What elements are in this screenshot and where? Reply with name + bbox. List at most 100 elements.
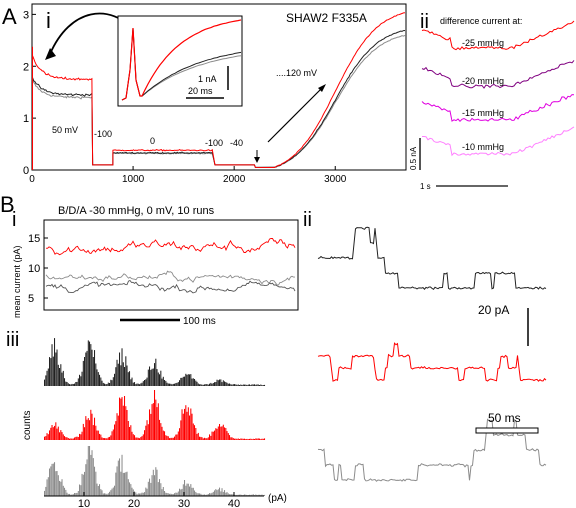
hist-bar-grey bbox=[96, 483, 98, 496]
hist-bar-black bbox=[122, 362, 124, 386]
hist-bar-grey bbox=[92, 458, 94, 496]
hist-bar-black bbox=[112, 377, 114, 386]
hist-bar-grey bbox=[216, 490, 218, 496]
hist-bar-grey bbox=[125, 472, 127, 496]
ytick-label-B-i: 10 bbox=[28, 263, 40, 275]
hist-bar-black bbox=[250, 385, 252, 386]
hist-bar-black bbox=[254, 384, 256, 386]
hist-bar-grey bbox=[245, 494, 247, 496]
hist-bar-red bbox=[75, 436, 77, 440]
hist-bar-black bbox=[201, 384, 203, 386]
trace-B-i-dark_grey bbox=[45, 279, 296, 294]
hist-bar-red bbox=[202, 438, 204, 440]
hist-bar-grey bbox=[131, 487, 133, 496]
hist-bar-red bbox=[259, 438, 261, 440]
hist-bar-red bbox=[94, 417, 96, 440]
hist-bar-red bbox=[170, 437, 172, 440]
hist-bar-red bbox=[240, 438, 242, 440]
hist-bar-grey bbox=[87, 446, 89, 496]
hist-bar-grey bbox=[57, 475, 59, 496]
hist-bar-black bbox=[91, 349, 93, 386]
hist-bar-black bbox=[230, 384, 232, 386]
inset-scale-y-label: 1 nA bbox=[198, 74, 217, 84]
hist-bar-red bbox=[91, 413, 93, 440]
hist-bar-grey bbox=[194, 490, 196, 496]
hist-bar-black bbox=[190, 374, 192, 386]
hist-bar-black bbox=[239, 385, 241, 386]
hist-bar-grey bbox=[236, 494, 238, 496]
ylabel-B-iii: counts bbox=[22, 411, 33, 440]
hist-bar-red bbox=[64, 436, 66, 440]
hist-bar-black bbox=[106, 384, 108, 386]
hist-bar-red bbox=[221, 426, 223, 440]
hist-bar-red bbox=[191, 413, 193, 440]
hist-bar-black bbox=[101, 380, 103, 386]
hist-bar-black bbox=[257, 384, 259, 386]
hist-bar-black bbox=[170, 383, 172, 386]
hist-bar-black bbox=[136, 383, 138, 386]
panel-label-B-ii: ii bbox=[303, 209, 312, 231]
hist-bar-red bbox=[171, 437, 173, 440]
chart-title-A-ii: difference current at: bbox=[440, 16, 522, 26]
hist-bar-red bbox=[45, 436, 47, 440]
hist-bar-red bbox=[97, 430, 99, 440]
hist-bar-grey bbox=[251, 494, 253, 496]
hist-bar-black bbox=[96, 369, 98, 386]
hist-bar-black bbox=[82, 360, 84, 386]
hist-bar-grey bbox=[185, 485, 187, 496]
hist-bar-black bbox=[57, 364, 59, 386]
hist-bar-black bbox=[81, 371, 83, 386]
hist-bar-red bbox=[189, 415, 191, 440]
xtick-label-A-i: 1000 bbox=[122, 174, 145, 185]
hist-bar-grey bbox=[164, 491, 166, 496]
hist-bar-grey bbox=[77, 491, 79, 496]
hist-bar-red bbox=[55, 422, 57, 440]
hist-bar-red bbox=[209, 434, 211, 440]
inset-frame bbox=[117, 15, 243, 107]
hist-bar-black bbox=[256, 384, 258, 386]
hist-bar-black bbox=[171, 384, 173, 386]
hist-bar-red bbox=[101, 437, 103, 440]
hist-bar-red bbox=[254, 439, 256, 440]
label-minus15: -15 mmHg bbox=[462, 108, 504, 118]
hist-bar-black bbox=[204, 384, 206, 386]
hist-bar-red bbox=[116, 413, 118, 440]
chart-title-A-i: SHAW2 F335A bbox=[286, 11, 367, 25]
annotation-minus100-b: -100 bbox=[205, 138, 223, 148]
hist-bar-black bbox=[60, 364, 62, 386]
hist-bar-grey bbox=[191, 487, 193, 496]
hist-bar-black bbox=[75, 382, 77, 386]
hist-bar-black bbox=[242, 384, 244, 386]
hist-bar-grey bbox=[230, 494, 232, 496]
hist-bar-grey bbox=[122, 472, 124, 496]
hist-bar-red bbox=[159, 419, 161, 440]
panel-label-B-iii: iii bbox=[6, 329, 19, 351]
hist-bar-black bbox=[195, 380, 197, 386]
hist-bar-black bbox=[226, 382, 228, 386]
scale-x-label-B-i: 100 ms bbox=[183, 316, 216, 327]
hist-bar-grey bbox=[160, 483, 162, 496]
hist-bar-black bbox=[187, 374, 189, 386]
hist-bar-black bbox=[64, 378, 66, 386]
hist-bar-grey bbox=[209, 493, 211, 496]
inset-trace-black bbox=[121, 27, 242, 101]
hist-bar-red bbox=[200, 436, 202, 440]
hist-bar-grey bbox=[50, 466, 52, 496]
hist-bar-red bbox=[82, 423, 84, 440]
hist-bar-red bbox=[235, 438, 237, 440]
hist-bar-red bbox=[204, 437, 206, 440]
hist-bar-red bbox=[105, 438, 107, 440]
hist-bar-grey bbox=[64, 487, 66, 496]
hist-bar-grey bbox=[205, 494, 207, 496]
hist-bar-grey bbox=[60, 481, 62, 496]
hist-bar-grey bbox=[141, 492, 143, 496]
hist-bar-grey bbox=[56, 471, 58, 496]
hist-bar-red bbox=[149, 409, 151, 440]
hist-bar-red bbox=[132, 434, 134, 440]
hist-bar-grey bbox=[111, 488, 113, 496]
hist-bar-red bbox=[80, 434, 82, 440]
hist-bar-grey bbox=[225, 492, 227, 496]
hist-bar-grey bbox=[239, 494, 241, 496]
hist-bar-black bbox=[50, 358, 52, 386]
hist-bar-black bbox=[236, 384, 238, 386]
